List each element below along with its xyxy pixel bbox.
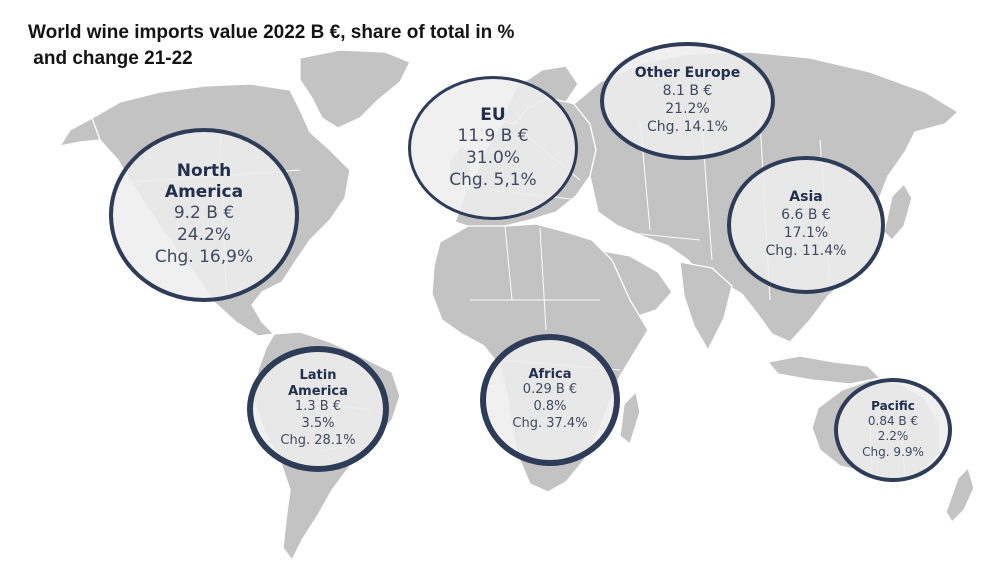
region-name: Pacific — [871, 399, 915, 414]
region-change: Chg. 37.4% — [512, 416, 588, 432]
region-value: 8.1 B € — [662, 83, 713, 100]
alaska-shape — [59, 117, 101, 147]
madagascar-shape — [619, 391, 641, 445]
region-share: 31.0% — [465, 148, 520, 169]
region-share: 17.1% — [783, 225, 829, 242]
region-share: 21.2% — [665, 101, 710, 118]
region-value: 9.2 B € — [173, 203, 235, 224]
region-name: Latin America — [288, 368, 348, 399]
region-bubble-latin-america: Latin America 1.3 B € 3.5% Chg. 28.1% — [247, 346, 389, 472]
new-zealand-shape — [945, 467, 975, 523]
region-change: Chg. 16,9% — [154, 247, 254, 268]
region-name: EU — [480, 104, 506, 125]
region-change: Chg. 14.1% — [647, 119, 728, 136]
region-share: 24.2% — [176, 225, 231, 246]
region-bubble-eu: EU 11.9 B € 31.0% Chg. 5,1% — [408, 76, 578, 220]
region-bubble-pacific: Pacific 0.84 B € 2.2% Chg. 9.9% — [834, 378, 952, 482]
map-title: World wine imports value 2022 B €, share… — [28, 22, 515, 69]
region-value: 0.84 B € — [867, 413, 919, 428]
region-name: Asia — [789, 189, 823, 206]
region-name: Other Europe — [634, 65, 741, 82]
region-name: North America — [164, 161, 244, 202]
region-change: Chg. 28.1% — [280, 433, 356, 449]
region-value: 6.6 B € — [781, 207, 831, 224]
region-bubble-africa: Africa 0.29 B € 0.8% Chg. 37.4% — [480, 334, 620, 466]
region-change: Chg. 5,1% — [449, 170, 537, 191]
region-share: 2.2% — [877, 429, 909, 444]
region-value: 1.3 B € — [294, 399, 342, 415]
greenland-shape — [299, 49, 411, 129]
region-change: Chg. 11.4% — [765, 243, 847, 260]
region-value: 11.9 B € — [457, 126, 529, 147]
region-change: Chg. 9.9% — [862, 444, 924, 459]
region-name: Africa — [528, 366, 572, 382]
region-share: 3.5% — [301, 416, 335, 432]
region-bubble-other-europe: Other Europe 8.1 B € 21.2% Chg. 14.1% — [600, 42, 775, 160]
region-bubble-north-america: North America 9.2 B € 24.2% Chg. 16,9% — [109, 128, 299, 302]
region-bubble-asia: Asia 6.6 B € 17.1% Chg. 11.4% — [727, 156, 885, 294]
japan-shape — [883, 183, 913, 241]
india-shape — [679, 261, 733, 351]
region-share: 0.8% — [533, 399, 567, 415]
region-value: 0.29 B € — [522, 382, 578, 398]
indonesia-shape — [767, 355, 881, 385]
